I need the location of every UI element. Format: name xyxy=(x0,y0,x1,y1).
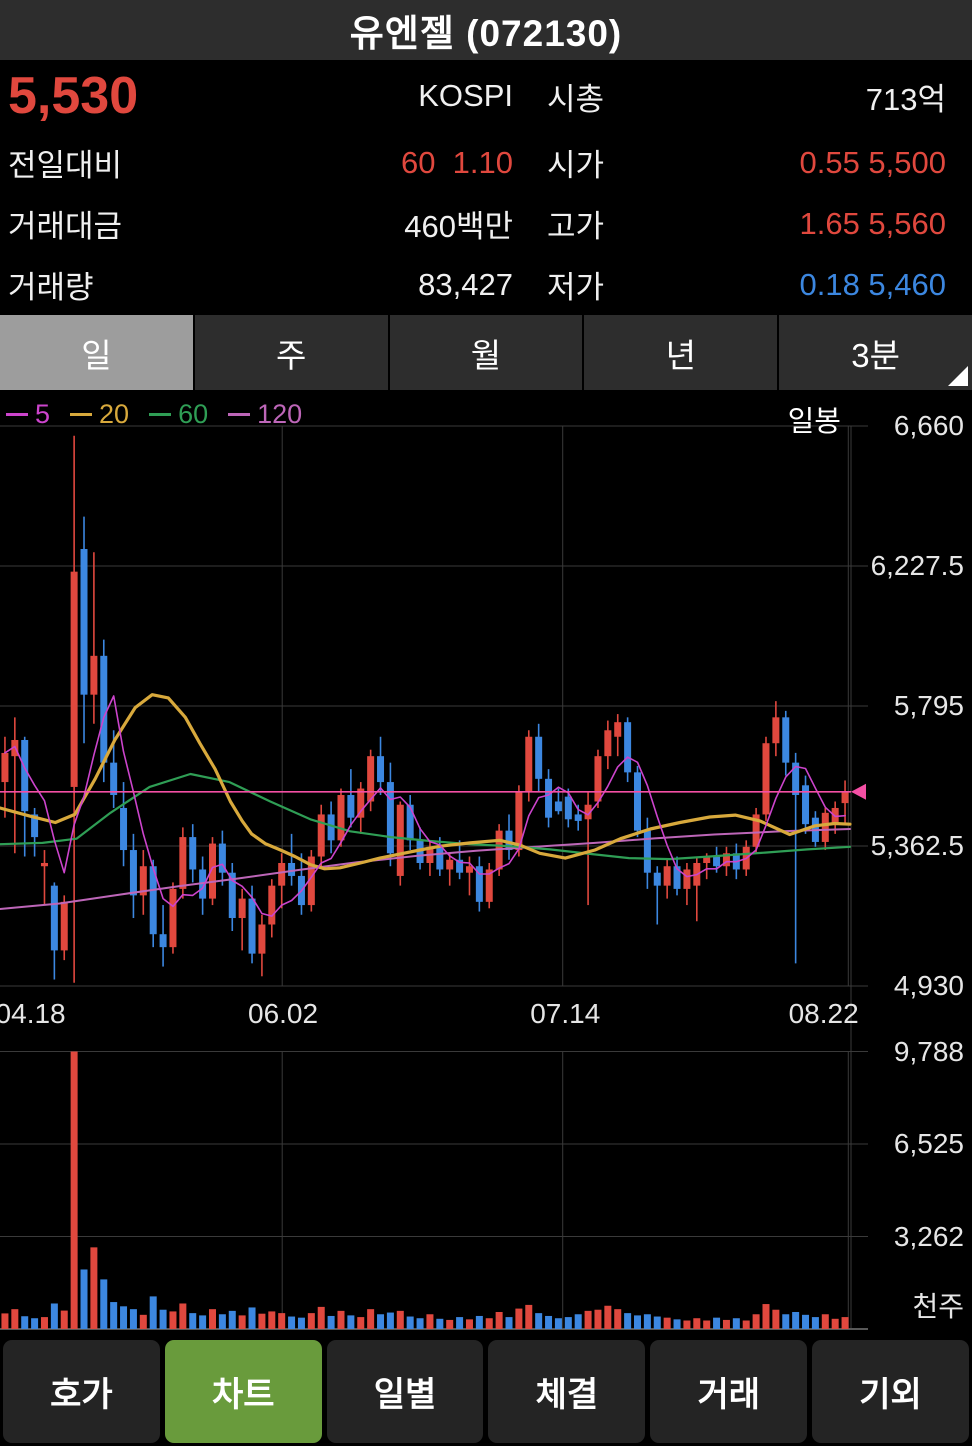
open-value: 0.55 5,500 xyxy=(799,144,946,180)
stock-title: 유엔젤 (072130) xyxy=(349,13,623,54)
tab-trade[interactable]: 거래 xyxy=(650,1340,808,1443)
tab-monthly[interactable]: 월 xyxy=(389,315,583,390)
chart-area: 5 20 60 120 일봉 6,660 6,227.5 5,795 5,362.5 4,93… xyxy=(0,393,972,1337)
current-price-marker xyxy=(851,783,866,800)
tab-etc[interactable]: 기외 xyxy=(812,1340,969,1443)
market-label: KOSPI xyxy=(418,78,513,113)
volume-label: 거래량 xyxy=(8,270,94,305)
low-label: 저가 xyxy=(547,270,605,305)
tab-yearly[interactable]: 년 xyxy=(584,315,778,390)
high-label: 고가 xyxy=(547,209,605,244)
period-tab-bar: 일 주 월 년 3분 xyxy=(0,315,972,393)
high-value: 1.65 5,560 xyxy=(799,205,946,241)
tab-weekly[interactable]: 주 xyxy=(194,315,388,390)
open-label: 시가 xyxy=(547,148,605,183)
tab-chart[interactable]: 차트 xyxy=(164,1340,322,1443)
change-value: 60 1.10 xyxy=(400,144,513,180)
stock-chart[interactable] xyxy=(0,393,972,1337)
low-value: 0.18 5,460 xyxy=(799,266,946,302)
volume-value: 83,427 xyxy=(418,266,513,302)
stock-info-panel: 5,530 KOSPI 시총 713억 전일대비 60 1.10 시가 0.55… xyxy=(0,60,972,315)
tab-minute-label: 3분 xyxy=(851,336,900,374)
tab-daily[interactable]: 일 xyxy=(0,315,193,390)
trade-amount-label: 거래대금 xyxy=(8,209,123,244)
tab-minute[interactable]: 3분 xyxy=(779,315,972,390)
current-price: 5,530 xyxy=(8,67,139,125)
tab-daily-list[interactable]: 일별 xyxy=(326,1340,484,1443)
title-bar: 유엔젤 (072130) xyxy=(0,0,972,60)
tab-hoga[interactable]: 호가 xyxy=(3,1340,160,1443)
market-cap-label: 시총 xyxy=(547,81,605,117)
dropdown-corner-icon xyxy=(948,366,968,386)
market-cap-value: 713억 xyxy=(865,81,946,117)
change-label: 전일대비 xyxy=(8,148,123,183)
trade-amount-value: 460백만 xyxy=(404,209,513,244)
tab-ticks[interactable]: 체결 xyxy=(488,1340,646,1443)
bottom-tab-bar: 호가 차트 일별 체결 거래 기외 xyxy=(0,1337,972,1446)
